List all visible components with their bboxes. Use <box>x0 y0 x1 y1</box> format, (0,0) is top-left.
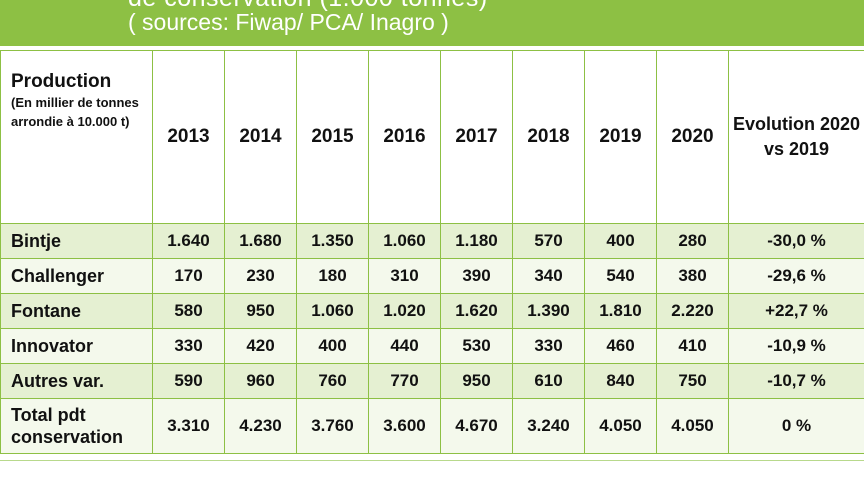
table-cell: 4.670 <box>440 398 513 454</box>
table-cell: 840 <box>584 363 657 399</box>
table-cell: 410 <box>656 328 729 364</box>
table-cell: 390 <box>440 258 513 294</box>
table-cell: 760 <box>296 363 369 399</box>
evolution-cell: +22,7 % <box>728 293 864 329</box>
row-label: Total pdt conservation <box>0 398 153 454</box>
row-label: Fontane <box>0 293 153 329</box>
table-cell: 4.050 <box>656 398 729 454</box>
table-cell: 1.390 <box>512 293 585 329</box>
table-cell: 460 <box>584 328 657 364</box>
evolution-cell: -10,9 % <box>728 328 864 364</box>
production-unit-note: (En millier de tonnes arrondie à 10.000 … <box>11 95 139 129</box>
evolution-cell: -29,6 % <box>728 258 864 294</box>
table-cell: 3.240 <box>512 398 585 454</box>
table-cell: 590 <box>152 363 225 399</box>
header-year: 2019 <box>584 50 657 224</box>
table-cell: 770 <box>368 363 441 399</box>
table-cell: 330 <box>152 328 225 364</box>
row-label: Innovator <box>0 328 153 364</box>
table-cell: 3.310 <box>152 398 225 454</box>
table-row: Challenger 170 230 180 310 390 340 540 3… <box>0 258 864 294</box>
evolution-cell: -10,7 % <box>728 363 864 399</box>
table-row: Autres var. 590 960 760 770 950 610 840 … <box>0 363 864 399</box>
evolution-cell: -30,0 % <box>728 223 864 259</box>
table-cell: 530 <box>440 328 513 364</box>
header-year: 2016 <box>368 50 441 224</box>
table-cell: 1.620 <box>440 293 513 329</box>
production-title: Production <box>11 71 112 92</box>
table-cell: 400 <box>296 328 369 364</box>
table-cell: 960 <box>224 363 297 399</box>
table-row: Innovator 330 420 400 440 530 330 460 41… <box>0 328 864 364</box>
row-label: Autres var. <box>0 363 153 399</box>
table-cell: 950 <box>224 293 297 329</box>
table-cell: 1.640 <box>152 223 225 259</box>
table-cell: 330 <box>512 328 585 364</box>
table-cell: 4.050 <box>584 398 657 454</box>
table-cell: 310 <box>368 258 441 294</box>
header-year: 2014 <box>224 50 297 224</box>
bottom-divider <box>0 460 864 461</box>
table-cell: 1.350 <box>296 223 369 259</box>
header-year: 2018 <box>512 50 585 224</box>
table-cell: 950 <box>440 363 513 399</box>
table-cell: 540 <box>584 258 657 294</box>
table-cell: 440 <box>368 328 441 364</box>
header-year: 2013 <box>152 50 225 224</box>
row-label: Challenger <box>0 258 153 294</box>
row-label: Bintje <box>0 223 153 259</box>
table-cell: 1.060 <box>368 223 441 259</box>
table-cell: 750 <box>656 363 729 399</box>
table-cell: 1.060 <box>296 293 369 329</box>
table-cell: 280 <box>656 223 729 259</box>
header-year: 2020 <box>656 50 729 224</box>
total-row: Total pdt conservation 3.310 4.230 3.760… <box>0 398 864 454</box>
table-cell: 580 <box>152 293 225 329</box>
table-cell: 3.760 <box>296 398 369 454</box>
header-production: Production (En millier de tonnes arrondi… <box>0 50 153 224</box>
table-cell: 230 <box>224 258 297 294</box>
header-evolution: Evolution 2020 vs 2019 <box>728 50 864 224</box>
production-table: Production (En millier de tonnes arrondi… <box>0 50 864 454</box>
table-cell: 1.020 <box>368 293 441 329</box>
table-cell: 610 <box>512 363 585 399</box>
table-row: Fontane 580 950 1.060 1.020 1.620 1.390 … <box>0 293 864 329</box>
evolution-cell: 0 % <box>728 398 864 454</box>
header-row: Production (En millier de tonnes arrondi… <box>0 50 864 224</box>
table-cell: 3.600 <box>368 398 441 454</box>
table-cell: 420 <box>224 328 297 364</box>
table-cell: 1.180 <box>440 223 513 259</box>
title-banner: de conservation (1.000 tonnes) ( sources… <box>0 0 864 46</box>
table-cell: 2.220 <box>656 293 729 329</box>
table-cell: 380 <box>656 258 729 294</box>
table-cell: 170 <box>152 258 225 294</box>
table-cell: 570 <box>512 223 585 259</box>
table-cell: 400 <box>584 223 657 259</box>
table-cell: 180 <box>296 258 369 294</box>
table-cell: 1.810 <box>584 293 657 329</box>
header-year: 2017 <box>440 50 513 224</box>
table-title: de conservation (1.000 tonnes) <box>128 0 488 13</box>
table-cell: 4.230 <box>224 398 297 454</box>
table-sources: ( sources: Fiwap/ PCA/ Inagro ) <box>128 9 449 35</box>
header-year: 2015 <box>296 50 369 224</box>
table-cell: 1.680 <box>224 223 297 259</box>
table-row: Bintje 1.640 1.680 1.350 1.060 1.180 570… <box>0 223 864 259</box>
table-cell: 340 <box>512 258 585 294</box>
